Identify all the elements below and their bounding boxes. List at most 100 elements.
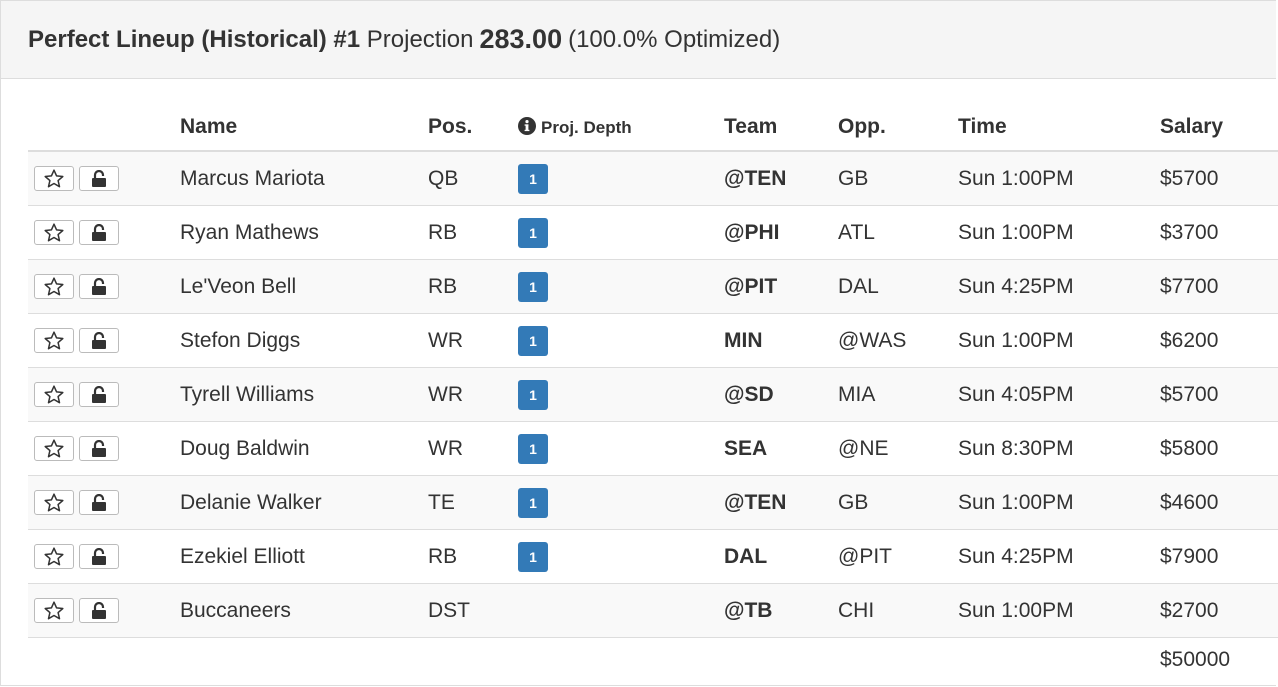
header-name[interactable]: Name	[180, 104, 428, 152]
unlock-icon	[91, 439, 107, 458]
lock-button[interactable]	[79, 220, 119, 245]
favorite-button[interactable]	[34, 166, 74, 191]
header-depth[interactable]: Proj. Depth	[518, 104, 724, 152]
game-time: Sun 4:25PM	[958, 259, 1160, 314]
player-pos: RB	[428, 259, 518, 314]
favorite-button[interactable]	[34, 274, 74, 299]
game-time: Sun 1:00PM	[958, 150, 1160, 206]
table-row: Tyrell Williams WR 1 @SD MIA Sun 4:05PM $5700	[28, 367, 1278, 422]
row-actions	[28, 475, 180, 530]
table-body: Marcus Mariota QB 1 @TEN GB Sun 1:00PM $5700 Ry…	[28, 150, 1278, 638]
player-opp: MIA	[838, 367, 958, 422]
star-outline-icon	[44, 277, 64, 296]
lock-button[interactable]	[79, 274, 119, 299]
player-pos: QB	[428, 150, 518, 206]
row-actions	[28, 205, 180, 260]
star-outline-icon	[44, 493, 64, 512]
row-actions	[28, 150, 180, 206]
depth-badge: 1	[518, 271, 548, 302]
table-row: Ezekiel Elliott RB 1 DAL @PIT Sun 4:25PM $7900	[28, 529, 1278, 584]
player-salary: $7900	[1160, 529, 1278, 584]
player-depth: 1	[518, 205, 724, 260]
lineup-title: Perfect Lineup (Historical) #1	[28, 25, 361, 53]
game-time: Sun 8:30PM	[958, 421, 1160, 476]
depth-badge: 1	[518, 541, 548, 572]
player-depth: 1	[518, 313, 724, 368]
unlock-icon	[91, 601, 107, 620]
player-depth: 1	[518, 529, 724, 584]
panel-heading: Perfect Lineup (Historical) #1 Projectio…	[1, 1, 1276, 79]
player-depth	[518, 583, 724, 638]
player-salary: $7700	[1160, 259, 1278, 314]
player-pos: WR	[428, 421, 518, 476]
player-salary: $3700	[1160, 205, 1278, 260]
star-outline-icon	[44, 169, 64, 188]
favorite-button[interactable]	[34, 436, 74, 461]
player-opp: @NE	[838, 421, 958, 476]
table-row: Le'Veon Bell RB 1 @PIT DAL Sun 4:25PM $7700	[28, 259, 1278, 314]
favorite-button[interactable]	[34, 490, 74, 515]
depth-badge: 1	[518, 487, 548, 518]
table-row: Ryan Mathews RB 1 @PHI ATL Sun 1:00PM $3700	[28, 205, 1278, 260]
favorite-button[interactable]	[34, 544, 74, 569]
player-pos: WR	[428, 313, 518, 368]
info-circle-icon[interactable]	[518, 116, 536, 135]
depth-badge: 1	[518, 217, 548, 248]
projection-label: Projection	[366, 25, 474, 53]
player-opp: DAL	[838, 259, 958, 314]
favorite-button[interactable]	[34, 382, 74, 407]
lock-button[interactable]	[79, 166, 119, 191]
player-pos: RB	[428, 205, 518, 260]
total-salary: $50000	[1160, 637, 1278, 682]
game-time: Sun 4:05PM	[958, 367, 1160, 422]
player-depth: 1	[518, 367, 724, 422]
player-depth: 1	[518, 475, 724, 530]
header-depth-label: Proj. Depth	[541, 117, 632, 137]
header-team[interactable]: Team	[724, 104, 838, 152]
game-time: Sun 1:00PM	[958, 475, 1160, 530]
header-salary[interactable]: Salary	[1160, 104, 1278, 152]
player-team: @TEN	[724, 150, 838, 206]
unlock-icon	[91, 223, 107, 242]
game-time: Sun 1:00PM	[958, 583, 1160, 638]
player-salary: $4600	[1160, 475, 1278, 530]
projection-value: 283.00	[479, 24, 563, 54]
depth-badge: 1	[518, 163, 548, 194]
game-time: Sun 4:25PM	[958, 529, 1160, 584]
player-salary: $2700	[1160, 583, 1278, 638]
optimized-percent: (100.0% Optimized)	[568, 25, 781, 53]
player-team: SEA	[724, 421, 838, 476]
player-pos: TE	[428, 475, 518, 530]
favorite-button[interactable]	[34, 598, 74, 623]
player-team: DAL	[724, 529, 838, 584]
player-depth: 1	[518, 421, 724, 476]
star-outline-icon	[44, 547, 64, 566]
favorite-button[interactable]	[34, 220, 74, 245]
header-opp[interactable]: Opp.	[838, 104, 958, 152]
player-pos: RB	[428, 529, 518, 584]
header-pos[interactable]: Pos.	[428, 104, 518, 152]
star-outline-icon	[44, 385, 64, 404]
player-name: Tyrell Williams	[180, 367, 428, 422]
favorite-button[interactable]	[34, 328, 74, 353]
lock-button[interactable]	[79, 598, 119, 623]
player-salary: $5700	[1160, 367, 1278, 422]
lock-button[interactable]	[79, 436, 119, 461]
player-name: Marcus Mariota	[180, 150, 428, 206]
game-time: Sun 1:00PM	[958, 205, 1160, 260]
lock-button[interactable]	[79, 328, 119, 353]
player-team: MIN	[724, 313, 838, 368]
lock-button[interactable]	[79, 544, 119, 569]
depth-badge: 1	[518, 379, 548, 410]
unlock-icon	[91, 277, 107, 296]
lock-button[interactable]	[79, 382, 119, 407]
lock-button[interactable]	[79, 490, 119, 515]
header-time[interactable]: Time	[958, 104, 1160, 152]
unlock-icon	[91, 547, 107, 566]
player-opp: GB	[838, 150, 958, 206]
player-pos: WR	[428, 367, 518, 422]
player-salary: $6200	[1160, 313, 1278, 368]
header-actions	[28, 104, 180, 152]
row-actions	[28, 421, 180, 476]
